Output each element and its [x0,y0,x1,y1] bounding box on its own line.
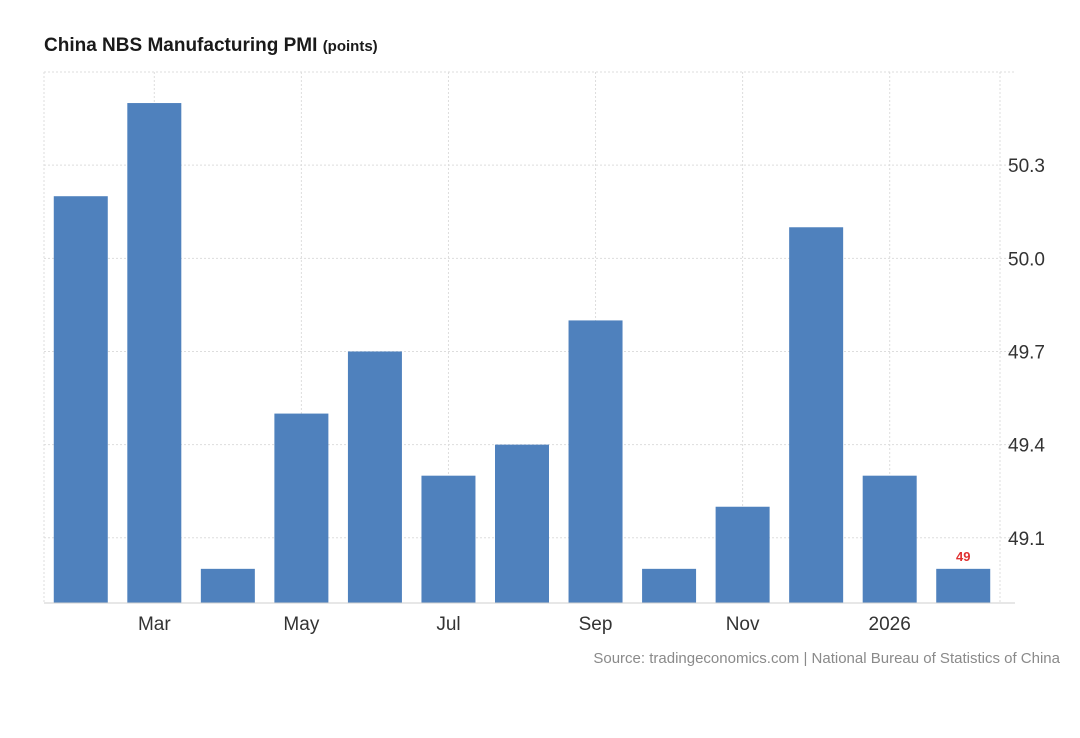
bar [715,506,770,603]
y-tick-label: 49.7 [1008,342,1045,363]
bar [862,475,917,603]
x-tick-label: Mar [138,614,171,635]
chart-title-unit: (points) [322,38,378,55]
y-tick-label: 49.4 [1008,436,1045,457]
source-note: Source: tradingeconomics.com | National … [593,650,1060,667]
bar [274,413,329,603]
bar [53,196,108,604]
bar [568,320,623,603]
bar [495,444,549,603]
y-tick-label: 50.0 [1008,249,1045,270]
chart-title: China NBS Manufacturing PMI (points) [44,35,378,57]
x-tick-label: May [283,614,319,635]
bar [421,475,476,603]
x-tick-label: Jul [436,614,460,635]
y-tick-label: 50.3 [1008,156,1045,177]
x-tick-label: Nov [726,614,760,635]
bar [642,568,697,603]
x-tick-label: Sep [579,614,613,635]
bar [347,351,402,603]
bar [936,568,991,603]
y-tick-label: 49.1 [1008,529,1045,550]
chart-title-text: China NBS Manufacturing PMI [44,35,318,56]
last-value-label: 49 [956,549,970,564]
bar [789,227,844,603]
bar [200,568,255,603]
bar [127,103,182,603]
x-tick-label: 2026 [869,614,911,635]
